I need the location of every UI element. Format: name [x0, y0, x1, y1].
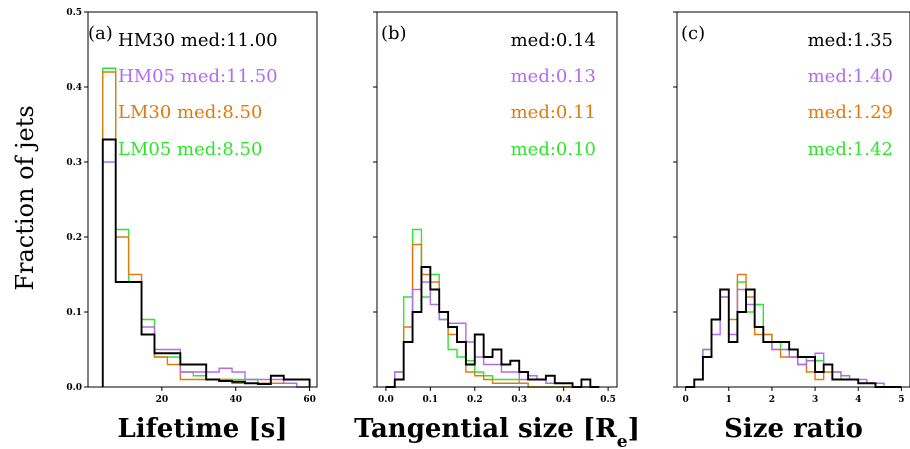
panel-label: (a) — [88, 23, 113, 44]
x-tick-label: 0.1 — [422, 395, 438, 405]
legend-lm05: med:1.42 — [808, 139, 893, 160]
y-axis-label: Fraction of jets — [11, 105, 39, 290]
x-tick-label: 0.2 — [467, 395, 483, 405]
axes-frame — [676, 11, 910, 388]
x-tick-label: 4 — [855, 395, 861, 405]
series-hm05-step — [685, 288, 902, 388]
legend-hm05: med:0.13 — [511, 66, 596, 87]
y-tick-label: 0.3 — [66, 158, 82, 168]
panel-label: (b) — [381, 23, 407, 44]
x-tick-label: 5 — [898, 395, 904, 405]
series-lm30-step — [685, 273, 902, 388]
x-tick-label: 0.3 — [511, 395, 527, 405]
y-tick-label: 0.5 — [66, 8, 82, 18]
legend-lm05: LM05 med:8.50 — [118, 139, 262, 160]
panel-3: 0 1 2 3 4 5 Size ratio (c) med:1.35 med:1.40 med:1… — [673, 11, 910, 444]
axes-frame — [376, 11, 618, 388]
legend-hm05: HM05 med:11.50 — [118, 66, 278, 87]
legend-lm05: med:0.10 — [511, 139, 596, 160]
panel-label: (c) — [681, 23, 705, 44]
legend-lm30: med:1.29 — [808, 102, 893, 123]
x-tick-label: 3 — [812, 395, 818, 405]
legend-hm30: med:1.35 — [808, 30, 893, 51]
x-tick-label: 1 — [726, 395, 732, 405]
legend-hm05: med:1.40 — [808, 66, 893, 87]
y-tick-label: 0.4 — [66, 83, 82, 93]
legend-hm30: HM30 med:11.00 — [118, 30, 278, 51]
legend-lm30: med:0.11 — [511, 102, 596, 123]
y-tick-label: 0.2 — [66, 233, 82, 243]
legend-lm30: LM30 med:8.50 — [118, 102, 262, 123]
x-axis-label: Lifetime [s] — [117, 414, 287, 444]
x-tick-label: 0.4 — [556, 395, 572, 405]
series-hm30-step — [685, 288, 902, 388]
x-tick-label: 60 — [303, 395, 316, 405]
x-tick-label: 40 — [229, 395, 242, 405]
y-tick-label: 0.0 — [66, 383, 82, 393]
legend-hm30: med:0.14 — [511, 30, 596, 51]
x-tick-label: 20 — [156, 395, 169, 405]
series-lm30-step — [385, 243, 600, 388]
x-tick-label: 0.0 — [378, 395, 394, 405]
x-tick-label: 0 — [682, 395, 688, 405]
x-tick-label: 0.5 — [600, 395, 616, 405]
y-tick-label: 0.1 — [66, 308, 82, 318]
x-axis-label: Size ratio — [724, 414, 863, 444]
axes-frame — [87, 11, 318, 388]
series-hm05-step — [385, 281, 600, 388]
series-hm30-step — [385, 266, 600, 388]
series-hm30-step — [101, 138, 311, 387]
series-lm05-step — [385, 228, 600, 388]
x-axis-label: Tangential size [Re] — [354, 414, 640, 449]
panel-2: 0.0 0.1 0.2 0.3 0.4 0.5 Tangential size [Re] (b… — [354, 11, 640, 449]
x-tick-label: 2 — [769, 395, 775, 405]
